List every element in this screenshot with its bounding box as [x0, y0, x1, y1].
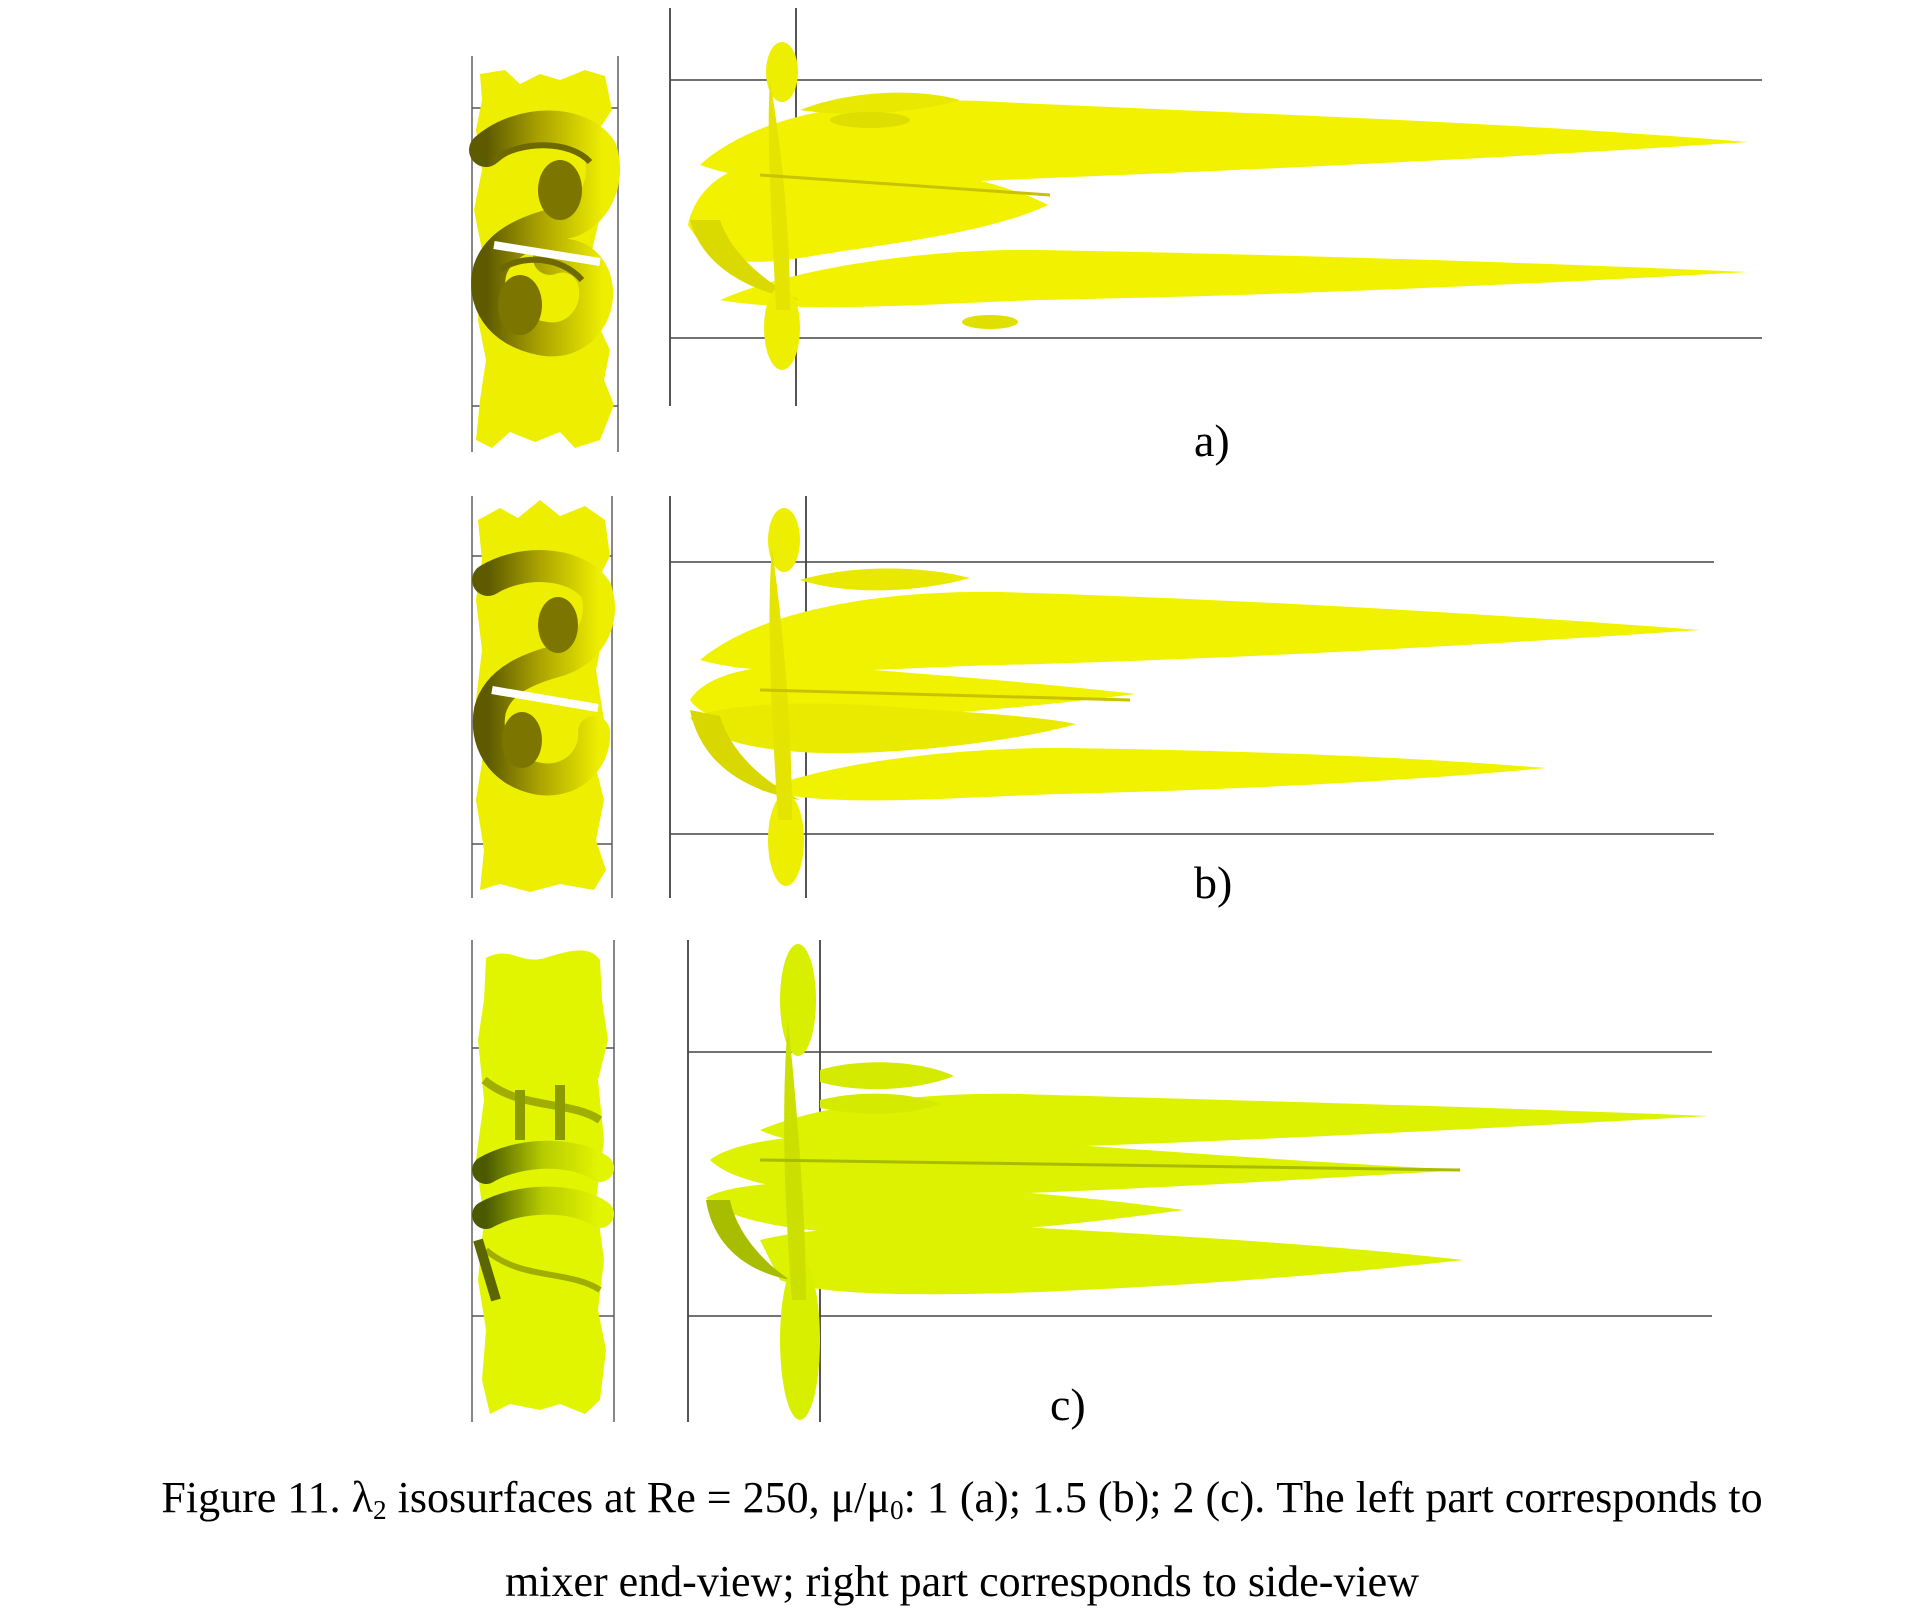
caption-text-part1: isosurfaces at Re = 250, [386, 1473, 831, 1522]
caption-line-2: mixer end-view; right part corresponds t… [505, 1557, 1419, 1606]
panel-label-a: a) [1194, 415, 1230, 466]
caption-line-1: Figure 11. λ2 isosurfaces at Re = 250, μ… [40, 1456, 1884, 1540]
lambda-symbol: λ [351, 1473, 374, 1522]
mu-subscript: 0 [890, 1494, 904, 1525]
panel-b [471, 496, 1714, 898]
panel-b-side-view [669, 496, 1714, 898]
panel-c-end-view [471, 940, 615, 1422]
figure-caption: Figure 11. λ2 isosurfaces at Re = 250, μ… [40, 1456, 1884, 1624]
panel-a-end-view [469, 56, 621, 452]
panel-label-b: b) [1194, 857, 1233, 908]
lambda-subscript: 2 [373, 1494, 387, 1525]
panel-label-c: c) [1050, 1379, 1086, 1430]
caption-text-part2: : 1 (a); 1.5 (b); 2 (c). The left part c… [903, 1473, 1763, 1522]
panel-b-end-view [471, 496, 615, 898]
panel-a-side-view [669, 8, 1762, 406]
mu-symbol: μ/μ [830, 1473, 890, 1522]
figure-number: Figure 11. [161, 1473, 341, 1522]
panel-c [471, 940, 1712, 1422]
panel-a [469, 8, 1762, 452]
panel-c-side-view [687, 940, 1712, 1422]
